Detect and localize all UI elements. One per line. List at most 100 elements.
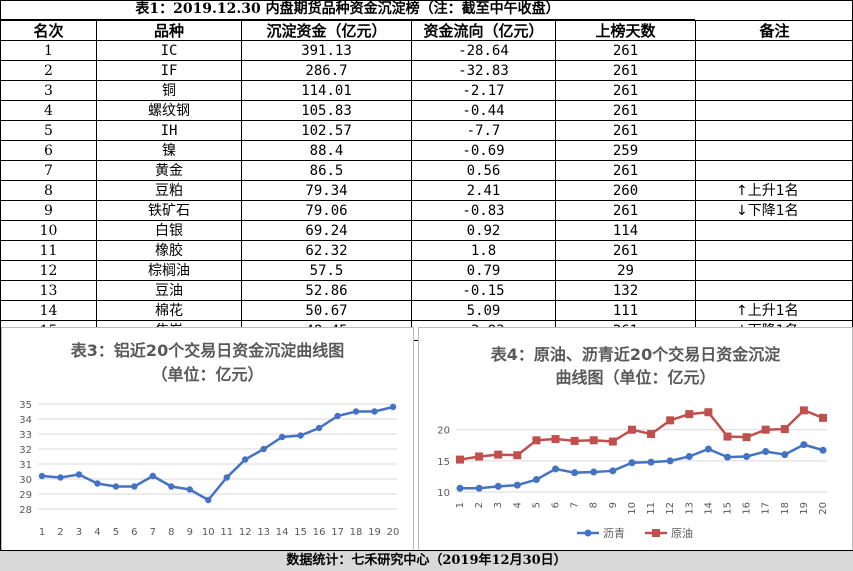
aluminum-chart: 表3：铝近20个交易日资金沉淀曲线图 （单位：亿元） 28 29 30 31 32 33 3…	[1, 327, 414, 551]
data-point	[647, 458, 655, 466]
footer-source: 数据统计：七禾研究中心（2019年12月30日）	[0, 550, 853, 571]
cell-note	[695, 100, 853, 121]
x-tick-label: 2	[474, 502, 485, 508]
table-row: 3 铜 114.01 -2.17 261	[0, 80, 853, 101]
x-tick-label: 19	[799, 502, 810, 515]
x-tick-label: 8	[168, 527, 174, 538]
data-point	[168, 483, 175, 490]
table-row: 13 豆油 52.86 -0.15 132	[0, 280, 853, 301]
table-row: 14 棉花 50.67 5.09 111 ↑上升1名	[0, 300, 853, 321]
data-point	[75, 471, 83, 478]
x-tick-label: 15	[294, 527, 307, 538]
data-point	[494, 450, 503, 459]
x-tick-label: 7	[570, 502, 581, 508]
x-tick-label: 7	[150, 527, 156, 538]
data-point	[456, 484, 464, 492]
data-point	[780, 425, 789, 434]
cell-rank: 1	[0, 40, 97, 61]
y-tick-label: 35	[19, 400, 32, 411]
cell-capital: 52.86	[241, 280, 412, 301]
y-tick-label: 33	[19, 430, 32, 441]
data-point	[352, 408, 360, 415]
data-point	[685, 410, 694, 419]
cell-name: 棕榈油	[96, 260, 242, 281]
cell-rank: 13	[0, 280, 97, 301]
cell-days: 261	[555, 80, 696, 101]
y-tick-label: 32	[19, 445, 32, 456]
data-point	[590, 468, 598, 476]
data-point	[723, 432, 732, 441]
data-point	[819, 413, 827, 422]
data-point	[57, 474, 64, 481]
data-point	[389, 403, 397, 411]
table-row: 1 IC 391.13 -28.64 261	[0, 40, 853, 61]
table-body: 1 IC 391.13 -28.64 261 2 IF 286.7 -32.83 261 3 铜 114…	[0, 40, 853, 341]
x-tick-label: 4	[512, 502, 523, 508]
cell-days: 132	[555, 280, 696, 301]
data-point	[723, 453, 731, 461]
cell-flow: 2.41	[411, 180, 556, 201]
header-note: 备注	[695, 20, 853, 41]
cell-days: 261	[555, 100, 696, 121]
table-title: 表1：2019.12.30 内盘期货品种资金沉淀榜（注：截至中午收盘）	[0, 0, 695, 20]
data-point	[799, 406, 808, 415]
x-tick-label: 6	[131, 527, 137, 538]
cell-note	[695, 140, 853, 161]
x-tick-label: 11	[220, 527, 233, 538]
x-tick-label: 9	[187, 527, 193, 538]
cell-name: 螺纹钢	[96, 100, 242, 121]
data-point	[608, 437, 617, 446]
y-tick-label: 31	[19, 460, 32, 471]
table-row: 11 橡胶 62.32 1.8 261	[0, 240, 853, 261]
data-point	[315, 424, 323, 432]
cell-capital: 88.4	[241, 140, 412, 161]
cell-capital: 102.57	[241, 120, 412, 141]
cell-rank: 10	[0, 220, 97, 241]
cell-capital: 391.13	[241, 40, 412, 61]
data-point	[666, 457, 674, 465]
x-tick-label: 19	[368, 527, 381, 538]
legend-marker	[584, 529, 592, 537]
data-point	[552, 465, 560, 473]
arrow-up-icon: ↑	[736, 302, 748, 319]
cell-name: 铁矿石	[96, 200, 242, 221]
cell-days: 29	[555, 260, 696, 281]
x-tick-label: 2	[57, 527, 63, 538]
data-point	[762, 448, 770, 455]
data-point	[494, 482, 502, 490]
cell-name: IH	[96, 120, 242, 141]
cell-rank: 12	[0, 260, 97, 281]
x-tick-label: 14	[703, 502, 714, 515]
x-tick-label: 13	[684, 502, 695, 515]
data-point	[532, 476, 540, 484]
cell-rank: 2	[0, 60, 97, 81]
header-rank: 名次	[0, 20, 97, 41]
cell-note	[695, 220, 853, 241]
cell-capital: 62.32	[241, 240, 412, 261]
data-point	[371, 408, 378, 415]
cell-note: ↑上升1名	[695, 300, 853, 321]
y-tick-label: 30	[19, 475, 32, 486]
header-capital: 沉淀资金（亿元）	[241, 20, 412, 41]
cell-rank: 14	[0, 300, 97, 321]
data-point	[131, 483, 138, 490]
chart4-subtitle: 曲线图（单位：亿元）	[555, 368, 716, 387]
capital-ranking-table: 名次 品种 沉淀资金（亿元） 资金流向（亿元） 上榜天数 备注 1 IC 391.1…	[0, 20, 853, 341]
cell-rank: 5	[0, 120, 97, 141]
x-tick-label: 10	[627, 502, 638, 515]
cell-flow: 0.92	[411, 220, 556, 241]
rank-change-text: 上升1名	[747, 182, 799, 199]
data-point	[761, 425, 770, 434]
cell-rank: 3	[0, 80, 97, 101]
table-row: 5 IH 102.57 -7.7 261	[0, 120, 853, 141]
cell-days: 111	[555, 300, 696, 321]
header-name: 品种	[96, 20, 242, 41]
cell-name: IC	[96, 40, 242, 61]
x-tick-label: 16	[742, 502, 753, 515]
rank-change-text: 上升1名	[747, 302, 799, 319]
cell-days: 261	[555, 60, 696, 81]
cell-note	[695, 80, 853, 101]
cell-capital: 79.34	[241, 180, 412, 201]
data-point	[475, 484, 483, 492]
data-point	[186, 486, 193, 493]
